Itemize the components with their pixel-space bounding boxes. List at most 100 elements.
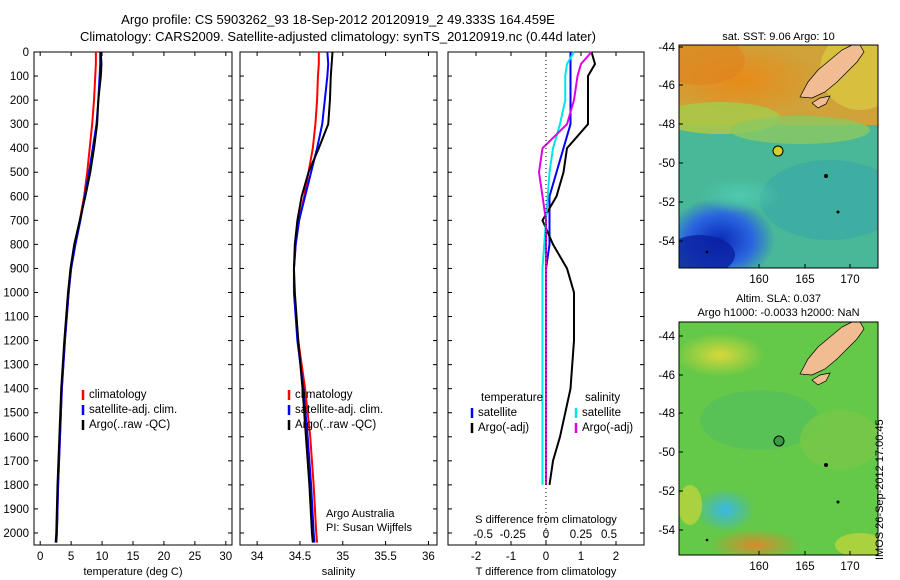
y-tick-label: 2000: [3, 528, 29, 540]
x-tick-label: 35.5: [374, 551, 396, 563]
y-tick-label: -50: [658, 447, 675, 459]
y-tick-label: 1200: [3, 336, 29, 348]
y-tick-label: -52: [658, 197, 675, 209]
legend-entry: satellite-adj. clim.: [89, 404, 177, 416]
legend-entry: climatology: [295, 389, 353, 401]
y-tick-label: -48: [658, 119, 675, 131]
series-line: [292, 51, 330, 543]
legend-entry: Argo(..raw -QC): [295, 419, 376, 431]
x-tick-label: 165: [795, 274, 814, 286]
legend-entry: satellite: [478, 407, 517, 419]
y-tick-label: 1800: [3, 480, 29, 492]
x-tick-label: -1: [506, 551, 516, 563]
series-line: [292, 51, 334, 543]
y-tick-label: 1100: [4, 312, 29, 324]
x-tick-label: 170: [840, 274, 859, 286]
series-line: [537, 51, 593, 485]
y-tick-label: -46: [658, 80, 675, 92]
y-tick-label: 200: [10, 95, 29, 107]
y-tick-label: -44: [658, 331, 675, 343]
x-tick-label: 10: [96, 551, 109, 563]
annotation: PI: Susan Wijffels: [326, 522, 412, 534]
top-axis-label: S difference from climatology: [475, 514, 617, 526]
series-line: [54, 51, 103, 543]
sst-map: [678, 44, 879, 269]
x-tick-label: 160: [749, 274, 768, 286]
top-tick-label: 0.5: [601, 529, 617, 541]
x-tick-label: 165: [795, 561, 814, 573]
y-tick-label: 1700: [3, 456, 29, 468]
y-tick-label: 1600: [3, 432, 29, 444]
top-tick-label: 0.25: [570, 529, 592, 541]
legend-entry: Argo(-adj): [582, 422, 633, 434]
x-tick-label: 34.5: [289, 551, 311, 563]
x-tick-label: 30: [219, 551, 232, 563]
top-tick-label: 0: [543, 529, 549, 541]
panel-salinity: 34 34.5 35 35.5 36 salinity climatology satelli…: [239, 51, 438, 578]
imos-timestamp: IMOS 26-Sep-2012 17:00:45: [874, 419, 886, 560]
legend-entry: Argo(-adj): [478, 422, 529, 434]
x-tick-label: 36: [422, 551, 435, 563]
y-tick-label: 1900: [3, 504, 29, 516]
map-title: sat. SST: 9.06 Argo: 10: [722, 31, 835, 43]
series-line: [541, 51, 597, 486]
legend-entry: Argo(..raw -QC): [89, 419, 170, 431]
y-tick-label: -46: [658, 370, 675, 382]
x-tick-label: 0: [543, 551, 549, 563]
y-tick-label: 1000: [3, 287, 29, 299]
legend-entry: satellite: [582, 407, 621, 419]
map-axes-sst_map: 160 165 170 -44 -46 -48 -50 -52 -54 sat. SST: 9.0…: [658, 31, 859, 286]
y-tick-label: 300: [10, 119, 29, 131]
top-tick-label: -0.25: [500, 529, 526, 541]
x-tick-label: 35: [336, 551, 349, 563]
chart-title-line1: Argo profile: CS 5903262_93 18-Sep-2012 …: [121, 12, 555, 27]
y-tick-label: -54: [658, 525, 675, 537]
chart-title-line2: Climatology: CARS2009. Satellite-adjuste…: [80, 29, 596, 44]
y-tick-label: 700: [10, 215, 29, 227]
y-tick-label: 1400: [3, 384, 29, 396]
y-tick-label: -44: [658, 42, 675, 54]
y-tick-label: 800: [10, 239, 29, 251]
x-tick-label: 0: [37, 551, 43, 563]
panel-difference: -2 -1 0 1 2 T difference from climatology S di…: [447, 51, 645, 578]
y-tick-label: 600: [10, 191, 29, 203]
plot-frame: [239, 51, 438, 546]
y-tick-label: -52: [658, 486, 675, 498]
y-tick-label: 1300: [3, 360, 29, 372]
y-tick-label: -50: [658, 158, 675, 170]
map-title: Altim. SLA: 0.037: [736, 293, 821, 305]
legend-entry: satellite-adj. clim.: [295, 404, 383, 416]
legend-title: temperature: [481, 392, 543, 404]
legend-entry: climatology: [89, 389, 147, 401]
x-axis-label: salinity: [322, 566, 356, 578]
legend-title: salinity: [585, 392, 620, 404]
x-axis-label: T difference from climatology: [476, 566, 617, 578]
x-tick-label: 20: [158, 551, 171, 563]
y-tick-label: 400: [10, 143, 29, 155]
y-tick-label: -48: [658, 408, 675, 420]
sla-map: [678, 321, 879, 556]
y-tick-label: 500: [10, 167, 29, 179]
map-axes-sla_map: 160 165 170 -44 -46 -48 -50 -52 -54 Altim. SLA: 0…: [658, 293, 859, 573]
x-tick-label: 15: [127, 551, 140, 563]
plot-frame: [33, 51, 233, 546]
map-title: Argo h1000: -0.0033 h2000: NaN: [697, 307, 859, 319]
x-tick-label: 170: [840, 561, 859, 573]
x-tick-label: 25: [188, 551, 201, 563]
y-tick-label: 0: [23, 47, 29, 59]
panel-temperature: 0100200300400500600700800900100011001200…: [3, 47, 233, 578]
x-tick-label: 1: [578, 551, 584, 563]
series-line: [55, 52, 102, 543]
y-tick-label: -54: [658, 236, 675, 248]
series-line: [55, 52, 97, 543]
x-tick-label: 5: [68, 551, 74, 563]
x-tick-label: 34: [251, 551, 264, 563]
x-tick-label: 160: [749, 561, 768, 573]
annotation: Argo Australia: [326, 508, 395, 520]
top-tick-label: -0.5: [473, 529, 493, 541]
series-line: [292, 52, 320, 543]
x-axis-label: temperature (deg C): [83, 566, 182, 578]
x-tick-label: 2: [613, 551, 619, 563]
y-tick-label: 100: [10, 71, 29, 83]
